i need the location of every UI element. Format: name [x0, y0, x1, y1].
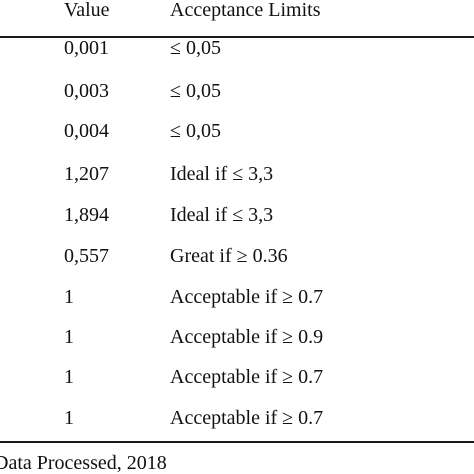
row-10-value: 1	[64, 407, 74, 429]
row-7-value: 1	[64, 286, 74, 308]
header-value: Value	[64, 0, 110, 21]
row-6-value: 0,557	[64, 245, 109, 267]
row-9-value: 1	[64, 366, 74, 388]
row-4-limit: Ideal if ≤ 3,3	[170, 163, 274, 185]
row-8-limit: Acceptable if ≥ 0.9	[170, 326, 324, 348]
row-5-limit: Ideal if ≤ 3,3	[170, 204, 274, 226]
row-3-value: 0,004	[64, 120, 109, 142]
row-8-value: 1	[64, 326, 74, 348]
row-3-limit: ≤ 0,05	[170, 120, 221, 142]
row-9-limit: Acceptable if ≥ 0.7	[170, 366, 324, 388]
row-2-value: 0,003	[64, 80, 109, 102]
table-bottom-rule	[0, 441, 474, 443]
header-acceptance-limits: Acceptance Limits	[170, 0, 321, 21]
row-7-limit: Acceptable if ≥ 0.7	[170, 286, 324, 308]
row-1-value: 0,001	[64, 37, 109, 59]
source-note: Data Processed, 2018	[0, 452, 167, 474]
row-6-limit: Great if ≥ 0.36	[170, 245, 288, 267]
table-top-rule	[0, 36, 474, 38]
row-4-value: 1,207	[64, 163, 109, 185]
row-5-value: 1,894	[64, 204, 109, 226]
row-10-limit: Acceptable if ≥ 0.7	[170, 407, 324, 429]
row-1-limit: ≤ 0,05	[170, 37, 221, 59]
row-2-limit: ≤ 0,05	[170, 80, 221, 102]
